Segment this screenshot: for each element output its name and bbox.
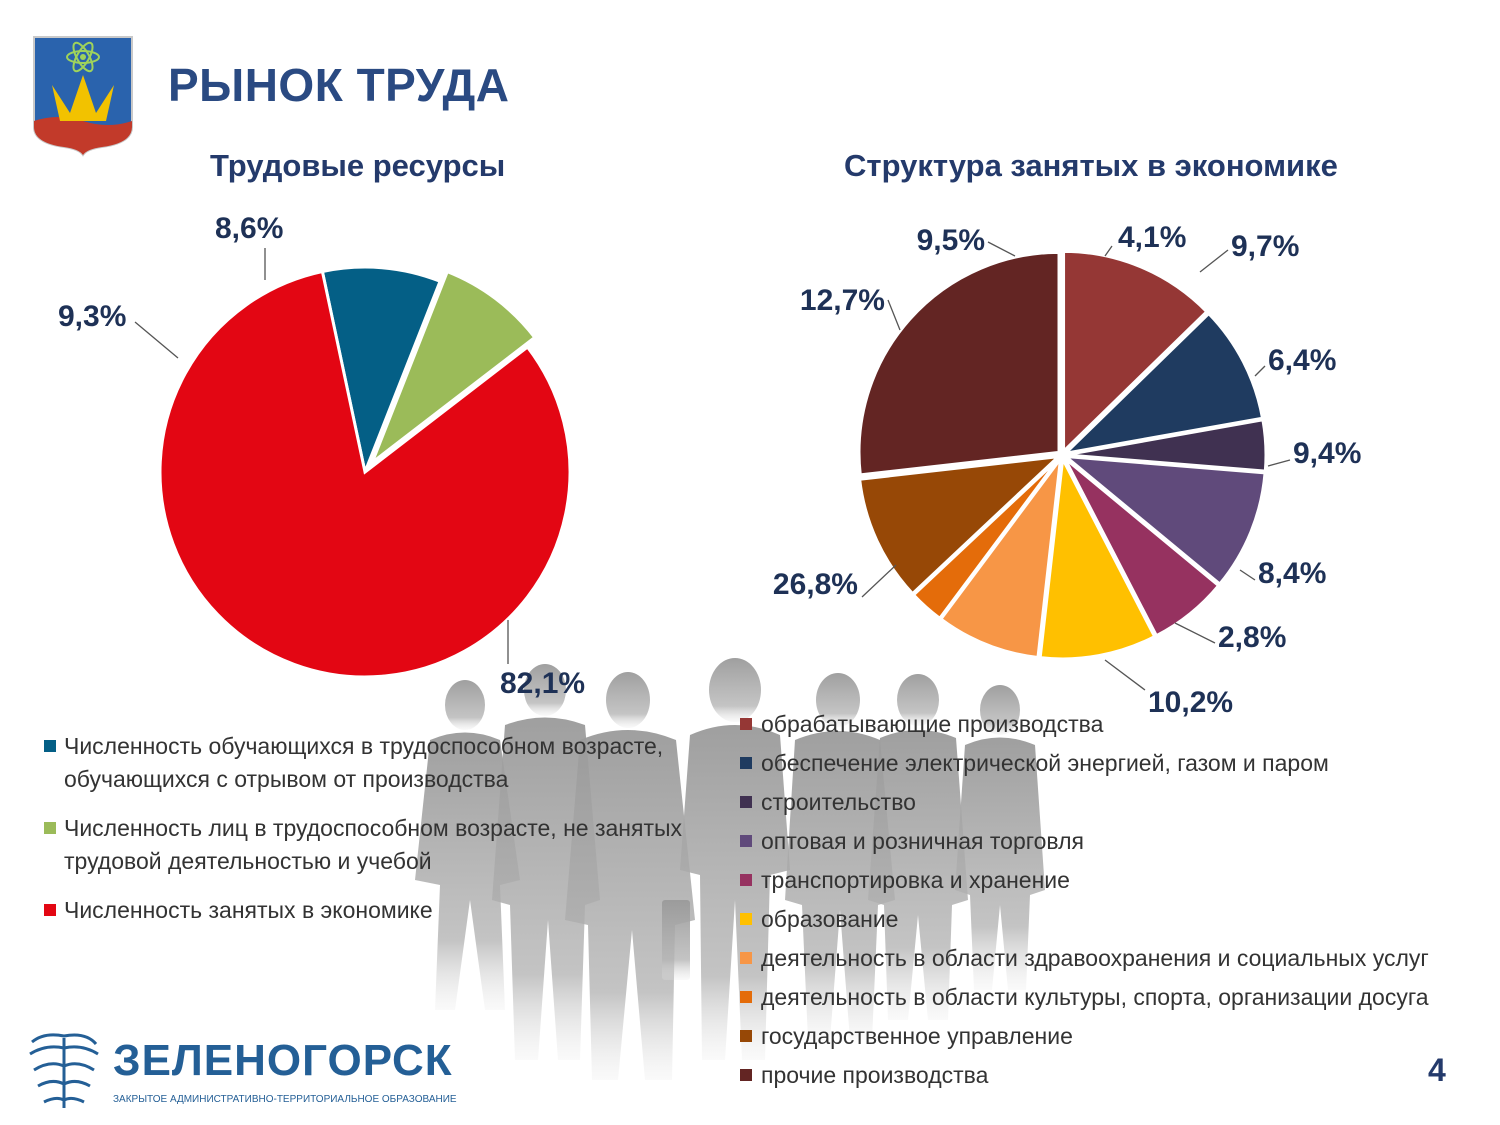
legend-item: прочие производства (740, 1057, 1500, 1096)
legend-swatch (740, 835, 752, 847)
legend-swatch (740, 952, 752, 964)
leader-line (1199, 249, 1229, 273)
legend-item: деятельность в области здравоохранения и… (740, 940, 1500, 979)
logo-wordmark: ЗЕЛЕНОГОРСК (113, 1036, 453, 1085)
leader-line (1174, 622, 1216, 644)
data-label: 8,4% (1258, 557, 1326, 590)
data-label: 8,6% (215, 212, 283, 245)
pie-slice (911, 456, 1061, 621)
leader-line (1239, 569, 1256, 581)
legend-item: Численность занятых в экономике (44, 894, 684, 927)
legend-label: деятельность в области культуры, спорта,… (761, 984, 1429, 1010)
coat-of-arms-emblem (33, 36, 133, 157)
legend-item: образование (740, 901, 1500, 940)
pie-slice (320, 265, 443, 478)
legend-swatch (740, 718, 752, 730)
pie-slice (1063, 456, 1221, 638)
pie-slice (1062, 249, 1209, 455)
pie-slice (158, 269, 572, 679)
legend-swatch (740, 1030, 752, 1042)
pie-slice (1061, 311, 1265, 456)
legend-swatch (44, 822, 56, 834)
pie-slice (857, 250, 1061, 477)
legend-item: транспортировка и хранение (740, 862, 1500, 901)
legend-swatch (740, 1069, 752, 1081)
legend-label: государственное управление (761, 1023, 1073, 1049)
data-label: 9,5% (917, 224, 985, 257)
legend-item: Численность обучающихся в трудоспособном… (44, 730, 684, 796)
pie-slice (368, 269, 537, 467)
slide-title: РЫНОК ТРУДА (168, 59, 510, 111)
chart-title-labor-resources: Трудовые ресурсы (210, 148, 506, 183)
data-label: 6,4% (1268, 344, 1336, 377)
pie-slice (1038, 453, 1157, 661)
page-number: 4 (1428, 1052, 1446, 1088)
chart-title-employment-structure: Структура занятых в экономике (844, 148, 1338, 183)
legend-swatch (740, 796, 752, 808)
legend-label: Численность лиц в трудоспособном возраст… (64, 815, 683, 874)
data-label: 12,7% (800, 284, 885, 317)
legend-swatch (44, 904, 56, 916)
data-label: 4,1% (1118, 221, 1186, 254)
legend-item: обеспечение электрической энергией, газо… (740, 745, 1500, 784)
legend-label: оптовая и розничная торговля (761, 828, 1084, 854)
legend-item: оптовая и розничная торговля (740, 823, 1500, 862)
leader-line (1254, 365, 1266, 377)
leader-line (1104, 245, 1113, 257)
legend-label: образование (761, 906, 899, 932)
legend-label: прочие производства (761, 1062, 989, 1088)
legend-label: деятельность в области здравоохранения и… (761, 945, 1429, 971)
legend-employment-structure: обрабатывающие производства обеспечение э… (740, 706, 1500, 1096)
pie-slice (1061, 454, 1267, 587)
pie-slice (857, 454, 1063, 596)
legend-swatch (740, 874, 752, 886)
legend-label: строительство (761, 789, 916, 815)
zelenogorsk-logo-icon (29, 1033, 99, 1108)
legend-swatch (740, 757, 752, 769)
data-label: 26,8% (773, 568, 858, 601)
legend-item: деятельность в области культуры, спорта,… (740, 979, 1500, 1018)
leader-line (1267, 459, 1291, 467)
data-label: 2,8% (1218, 621, 1286, 654)
legend-label: обрабатывающие производства (761, 711, 1104, 737)
leader-line (134, 321, 179, 359)
pie-slice (938, 453, 1063, 660)
legend-label: Численность обучающихся в трудоспособном… (64, 733, 664, 792)
data-label: 10,2% (1148, 686, 1233, 719)
data-label: 9,7% (1231, 230, 1299, 263)
data-label: 9,4% (1293, 437, 1361, 470)
leader-line (1104, 659, 1146, 691)
legend-swatch (740, 913, 752, 925)
legend-item: строительство (740, 784, 1500, 823)
pie-slice (1065, 418, 1268, 473)
leader-line (987, 241, 1016, 257)
legend-item: обрабатывающие производства (740, 706, 1500, 745)
legend-label: Численность занятых в экономике (64, 897, 433, 923)
legend-item: государственное управление (740, 1018, 1500, 1057)
legend-item: Численность лиц в трудоспособном возраст… (44, 812, 684, 878)
data-label: 9,3% (58, 300, 126, 333)
logo-subtitle: ЗАКРЫТОЕ АДМИНИСТРАТИВНО-ТЕРРИТОРИАЛЬНОЕ… (113, 1094, 457, 1105)
legend-label: транспортировка и хранение (761, 867, 1070, 893)
legend-label: обеспечение электрической энергией, газо… (761, 750, 1329, 776)
data-label: 82,1% (500, 667, 585, 700)
legend-swatch (740, 991, 752, 1003)
legend-swatch (44, 740, 56, 752)
legend-labor-resources: Численность обучающихся в трудоспособном… (44, 730, 684, 943)
leader-line (887, 299, 901, 331)
leader-line (861, 564, 897, 598)
